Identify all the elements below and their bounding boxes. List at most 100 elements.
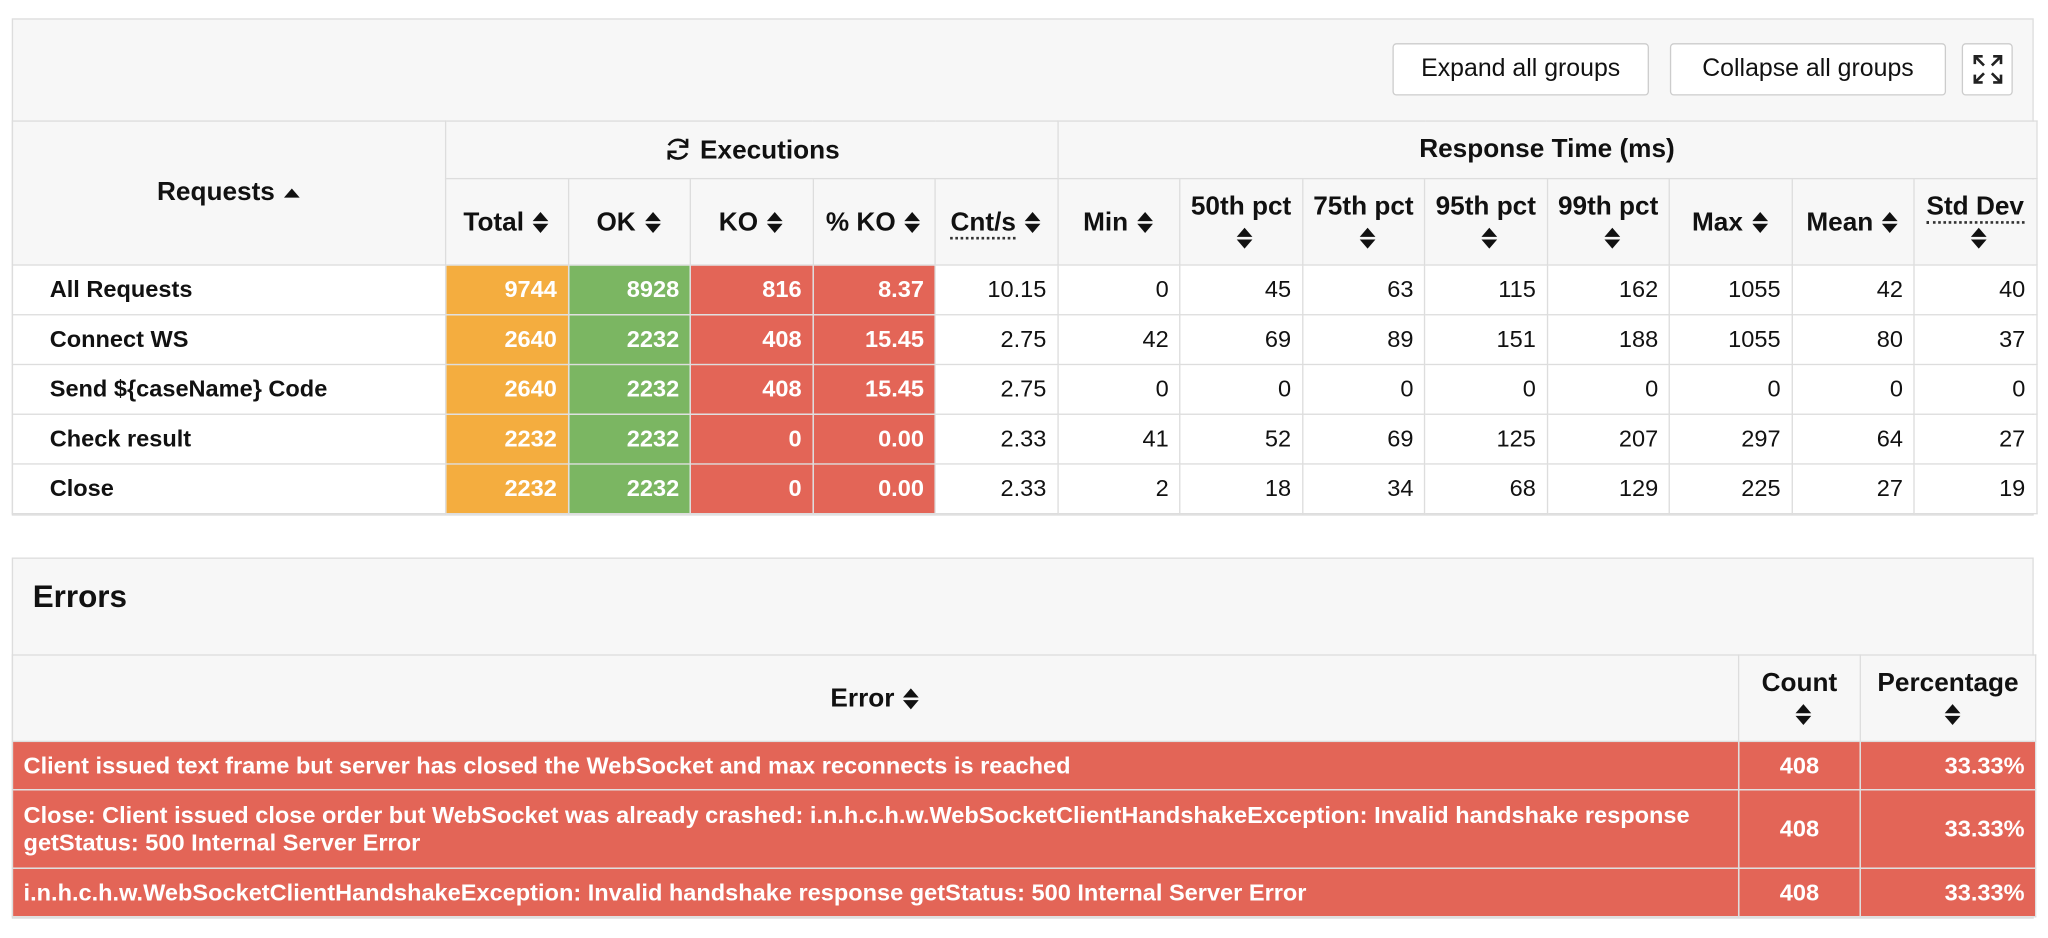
column-header[interactable]: OK [567,177,691,266]
cell: 27 [1791,463,1915,515]
sort-icon [1795,704,1812,726]
fullscreen-icon [1972,54,2002,84]
cell: 125 [1423,413,1548,465]
column-header[interactable]: KO [689,177,814,266]
cell: 0 [1423,363,1548,415]
cell: Close: Client issued close order but Web… [11,789,1740,869]
cell: 2.33 [934,463,1059,515]
cell: 68 [1423,463,1548,515]
request-name: Send ${caseName} Code [11,363,447,415]
collapse-button[interactable]: Collapse all groups [1669,43,1947,96]
cell: 408 [1737,789,1861,869]
column-header[interactable]: Max [1668,177,1793,266]
cell: 2.33 [934,413,1059,465]
request-name: Close [11,463,447,515]
sort-icon [1971,228,1988,249]
column-header[interactable]: Min [1056,177,1181,266]
cell: 33.33% [1859,740,2037,791]
sort-icon [533,212,549,234]
header-text: Max [1691,207,1743,237]
cell: 2640 [444,363,569,415]
data-row: Send ${caseName} Code 2640 2232 408 15.45 2.7… [11,363,2038,415]
cell: 0 [1056,363,1181,415]
sort-icon [1604,228,1620,249]
header-text: Count [1761,668,1838,697]
cell: 1055 [1668,264,1793,316]
requests-header[interactable]: Requests [11,120,447,266]
cell: i.n.h.c.h.w.WebSocketClientHandshakeExce… [11,867,1740,918]
column-header[interactable]: Mean [1791,177,1915,266]
cell: 2640 [444,314,569,366]
cell: 0 [1056,264,1181,316]
cell: 188 [1546,314,1670,366]
stats-table: Requests Executions Response Time (ms) Tota… [11,120,2038,515]
cell: 408 [1737,867,1861,918]
cell: 0 [1791,363,1915,415]
errors-panel: Errors Error Count Percentage Client issued… [11,557,2037,919]
cell: 10.15 [934,264,1059,316]
cell: 15.45 [812,363,936,415]
cell: 69 [1301,413,1426,465]
cell: 2 [1056,463,1181,515]
header-row: Requests Executions Response Time (ms) [11,120,2038,266]
column-header[interactable]: Total [444,177,569,266]
cell: 0 [689,413,814,465]
stats-panel: Expand all groups Collapse all groups Re… [11,18,2038,516]
cell: 0.00 [812,463,936,515]
cell: 2232 [567,413,691,465]
cell: 8.37 [812,264,936,316]
sort-icon [1025,212,1041,234]
cell: 0 [1913,363,2038,415]
column-header[interactable]: 50th pct [1179,177,1303,266]
error-row: Client issued text frame but server has … [11,740,2037,791]
header-text: 50th pct [1190,191,1292,221]
header-text: KO [718,207,759,237]
column-header[interactable]: 99th pct [1546,177,1670,266]
header-text: Requests [157,177,275,207]
header-text: Total [463,207,524,237]
cell: 34 [1301,463,1426,515]
errors-table: Error Count Percentage Client issued text f… [11,654,2037,918]
cell: 33.33% [1859,789,2037,869]
column-header[interactable]: Percentage [1859,654,2037,743]
sort-icon [284,188,300,198]
column-header[interactable]: 95th pct [1423,177,1548,266]
column-header[interactable]: 75th pct [1301,177,1426,266]
column-header[interactable]: Std Dev [1913,177,2038,266]
expand-button[interactable]: Expand all groups [1392,43,1649,96]
sort-icon [644,212,661,234]
sort-icon [1752,212,1768,234]
column-header[interactable]: % KO [812,177,936,266]
cell: 80 [1791,314,1915,366]
sort-icon [1359,228,1376,249]
cell: 63 [1301,264,1426,316]
cell: 2232 [567,463,691,515]
error-row: Close: Client issued close order but Web… [11,789,2037,869]
cell: 19 [1913,463,2038,515]
column-header[interactable]: Count [1737,654,1861,743]
sort-icon [767,212,783,234]
fullscreen-button[interactable] [1961,43,2013,96]
cell: 225 [1668,463,1793,515]
column-header[interactable]: Cnt/s [934,177,1059,266]
cell: 27 [1913,413,2038,465]
header-text: Cnt/s [950,207,1016,239]
header-text: Std Dev [1927,191,2024,224]
cell: 207 [1546,413,1670,465]
request-name: Check result [11,413,447,465]
header-text: 99th pct [1557,191,1659,221]
cell: 1055 [1668,314,1793,366]
sort-icon [1944,704,1960,726]
cell: 37 [1913,314,2038,366]
header-text: % KO [825,207,896,237]
cell: 89 [1301,314,1426,366]
sort-icon [1137,212,1154,234]
cell: 816 [689,264,814,316]
header-row: Error Count Percentage [11,654,2037,743]
column-header[interactable]: Error [11,654,1740,743]
cell: 0.00 [812,413,936,465]
header-text: 95th pct [1435,191,1536,221]
header-row: Total OK KO % KO Cnt/s Min 50th pct 75th pct 95t… [12,177,2038,266]
cell: 0 [1546,363,1670,415]
data-row: Connect WS 2640 2232 408 15.45 2.75 42 69 89 151 1… [11,314,2038,366]
